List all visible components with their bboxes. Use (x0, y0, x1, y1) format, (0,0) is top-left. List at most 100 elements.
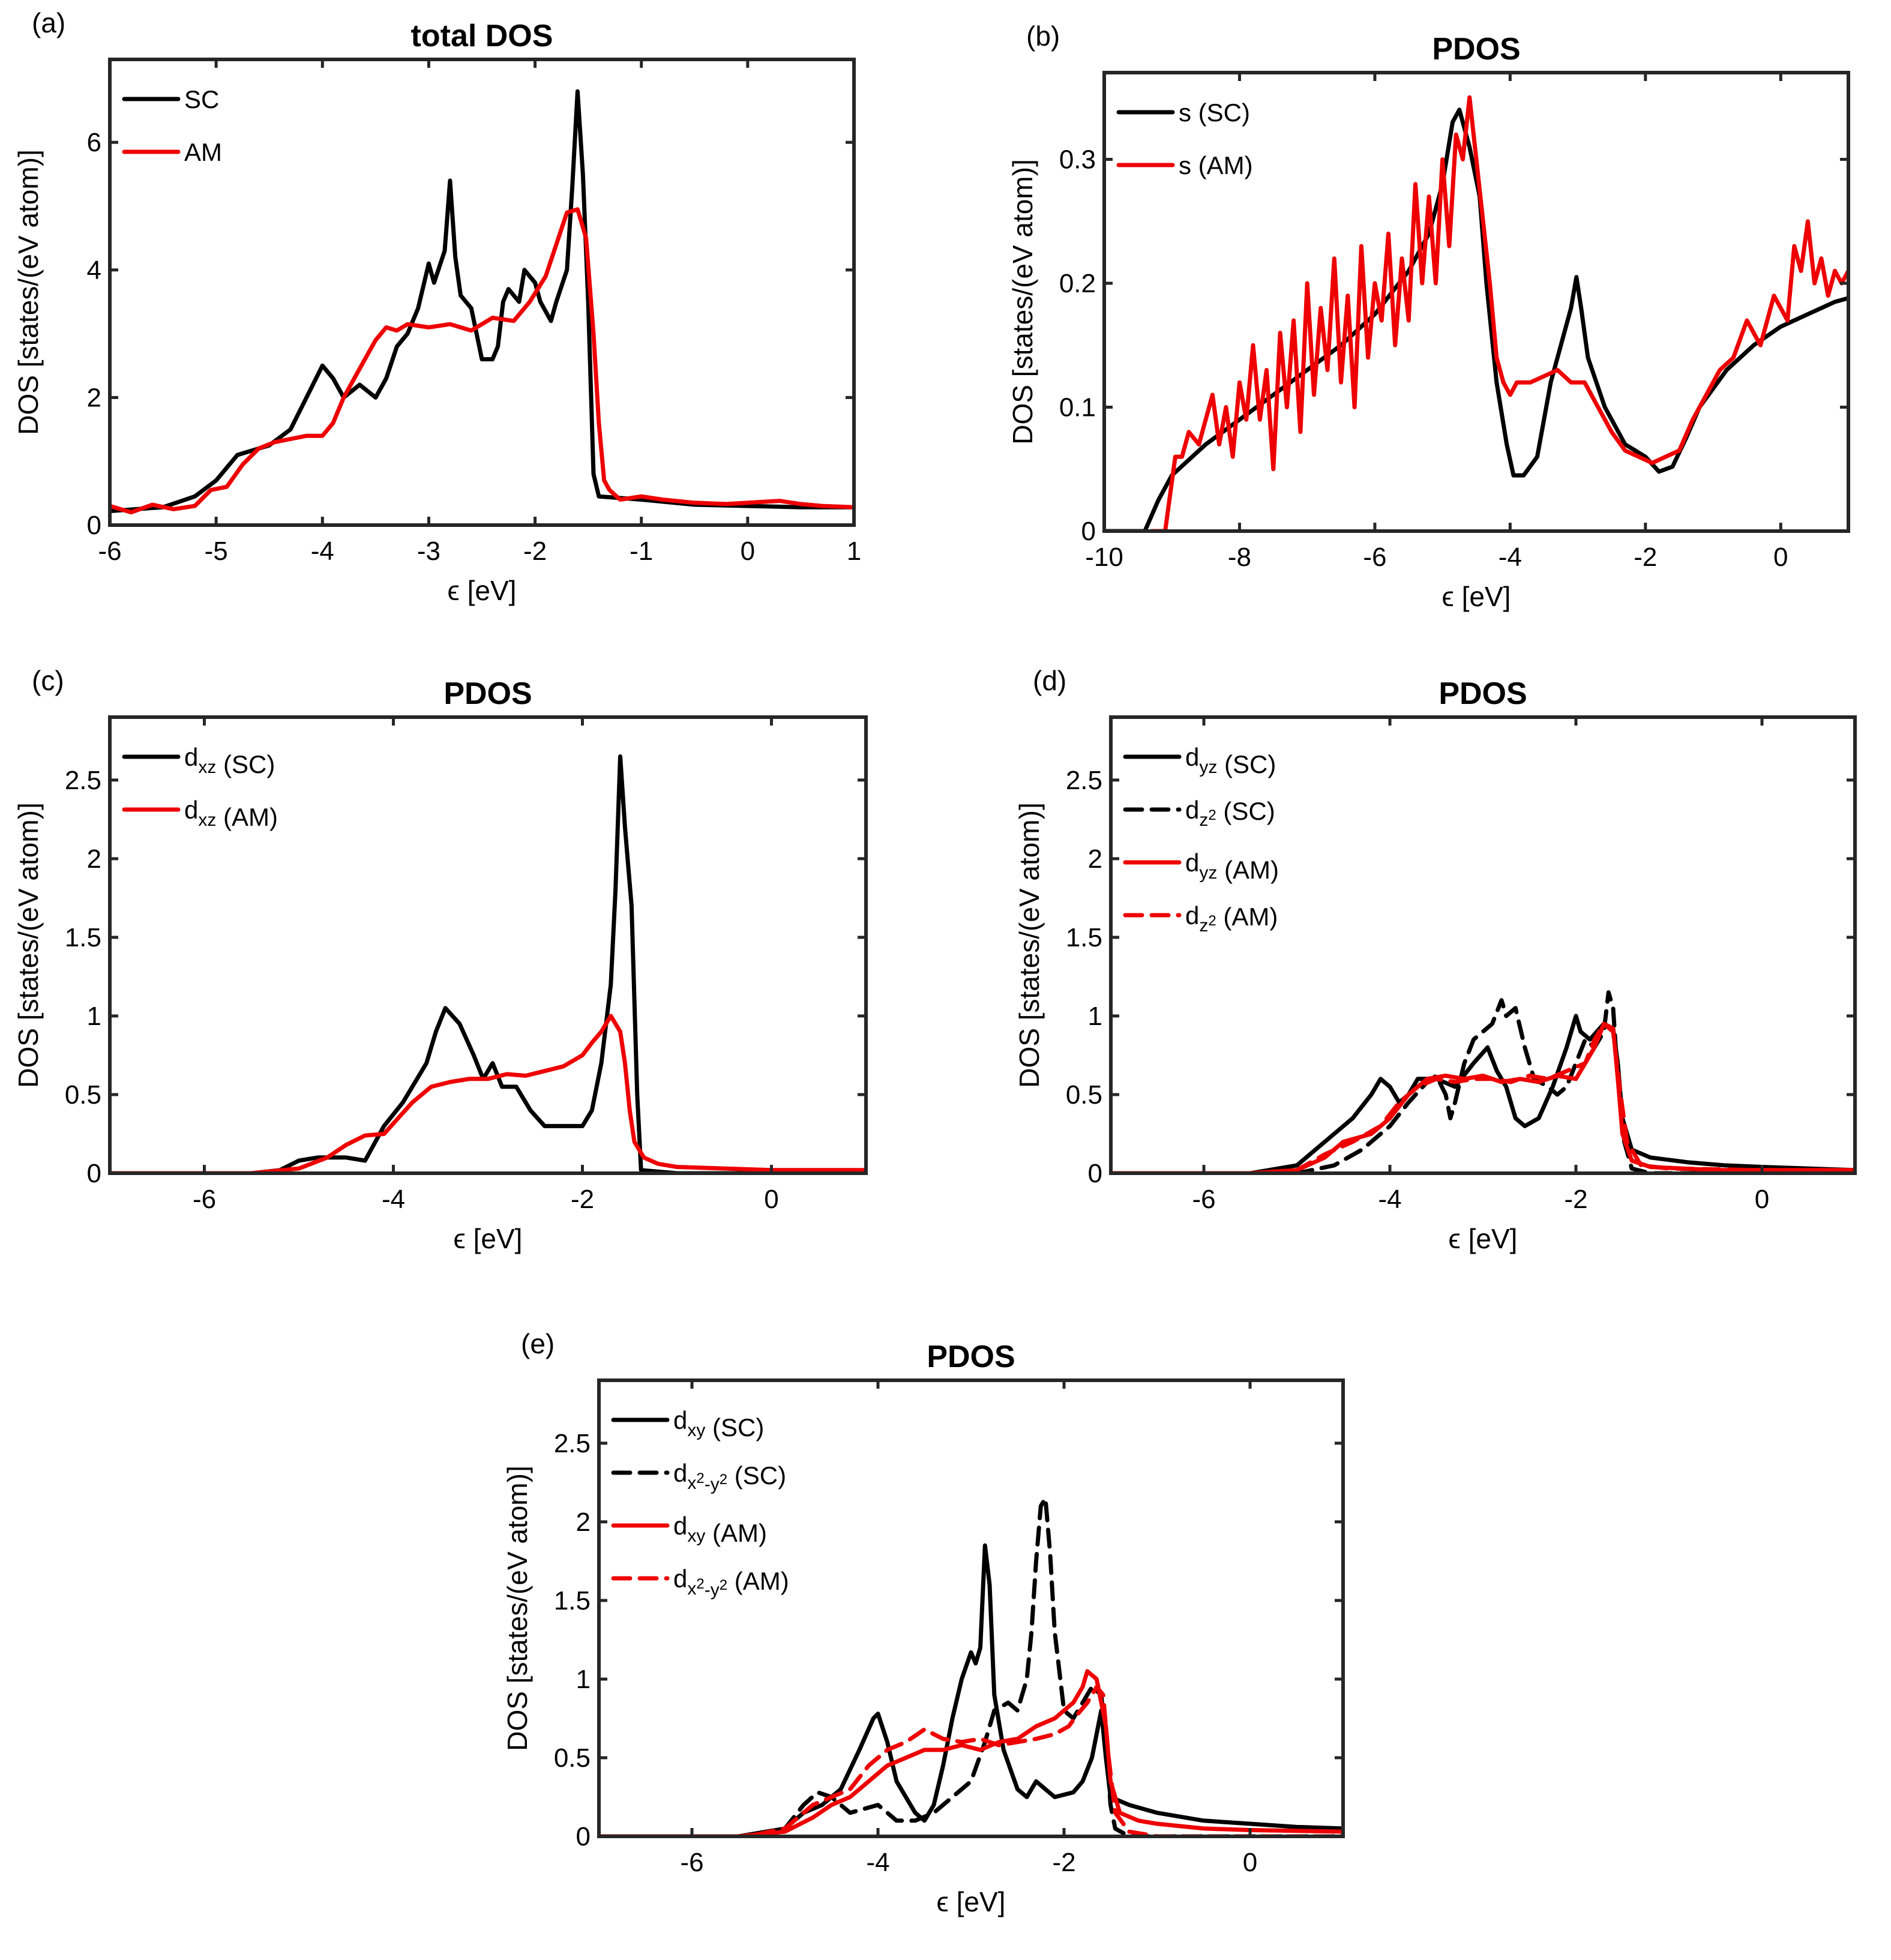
series-line-2 (1111, 1021, 1855, 1173)
axes-box (108, 715, 868, 1175)
series-line-1 (599, 1496, 1343, 1836)
x-tick-label: -8 (1228, 543, 1251, 572)
panel-label: (e) (521, 1328, 555, 1359)
chart-title: total DOS (411, 19, 553, 53)
panel-e: (e) PDOS -6 -4 -2 0 0 0.5 1 1.5 2 2.5 ϵ [eV] DOS [sta… (502, 1328, 1345, 1917)
panel-label: (a) (32, 7, 65, 38)
y-tick-label: 2.5 (65, 766, 101, 795)
x-tick-label: -3 (417, 537, 440, 566)
legend-entry: dz2 (AM) (1185, 901, 1278, 936)
y-tick-label: 1.5 (1066, 923, 1102, 952)
y-tick-label: 1 (87, 1002, 101, 1031)
y-tick-label: 0.3 (1059, 145, 1096, 175)
legend: SC AM (122, 85, 222, 166)
x-axis-label: ϵ [eV] (454, 1223, 523, 1254)
x-tick-label: -1 (630, 537, 653, 566)
x-tick-label: 0 (741, 537, 755, 566)
axes-box (1102, 71, 1850, 533)
y-tick-label: 6 (87, 128, 101, 157)
x-tick-label: -6 (1192, 1185, 1215, 1214)
chart-title: PDOS (1439, 676, 1527, 711)
panel-label: (d) (1033, 665, 1066, 696)
series-group (110, 89, 854, 515)
series-line-1 (1149, 95, 1848, 531)
x-tick-label: -6 (1363, 543, 1386, 572)
x-axis-label: ϵ [eV] (1449, 1223, 1518, 1254)
y-tick-label: 4 (87, 256, 101, 285)
x-tick-label: -10 (1085, 543, 1123, 572)
legend-entry: SC (184, 85, 219, 113)
legend-entry: s (AM) (1179, 151, 1253, 179)
series-group (599, 1496, 1343, 1836)
y-axis-label: DOS [states/(eV atom)] (1007, 159, 1038, 444)
series-line-1 (110, 1014, 866, 1173)
y-tick-label: 1 (1088, 1002, 1102, 1031)
series-line-1 (1111, 990, 1855, 1173)
legend-entry: dxz (AM) (184, 796, 278, 831)
series-line-3 (599, 1685, 1343, 1836)
axes-box (1109, 715, 1857, 1175)
series-line-2 (599, 1669, 1343, 1836)
x-axis-label: ϵ [eV] (937, 1886, 1006, 1917)
legend: dxy (SC) dx2-y2 (SC) dxy (AM) dx2-y2 (AM) (611, 1406, 789, 1600)
y-tick-label: 0.2 (1059, 269, 1096, 298)
legend-entry: dx2-y2 (SC) (673, 1459, 786, 1494)
y-tick-label: 0 (1088, 1159, 1102, 1188)
y-tick-label: 0.1 (1059, 393, 1096, 422)
x-tick-label: -2 (1052, 1848, 1075, 1877)
chart-title: PDOS (443, 676, 532, 711)
x-tick-label: -2 (1564, 1185, 1587, 1214)
y-tick-label: 2 (87, 383, 101, 412)
y-axis-label: DOS [states/(eV atom)] (502, 1465, 533, 1751)
x-tick-label: -5 (205, 537, 228, 566)
y-tick-label: 0.5 (1066, 1080, 1102, 1110)
legend-entry: dx2-y2 (AM) (673, 1565, 789, 1600)
x-tick-label: -6 (98, 537, 121, 566)
x-tick-label: -4 (866, 1848, 889, 1877)
x-tick-label: 0 (1773, 543, 1788, 572)
x-tick-label: -2 (523, 537, 547, 566)
y-axis-label: DOS [states/(eV atom)] (1014, 802, 1045, 1087)
legend-entry: dxy (AM) (673, 1512, 767, 1547)
legend: s (SC) s (AM) (1116, 98, 1253, 179)
y-tick-label: 2 (1088, 844, 1102, 874)
series-group (110, 754, 866, 1173)
series-line-0 (1111, 1014, 1855, 1173)
legend-entry: dz2 (SC) (1185, 796, 1275, 830)
x-axis-label: ϵ [eV] (1442, 581, 1511, 612)
y-tick-label: 0.5 (554, 1743, 591, 1773)
series-line-0 (110, 89, 854, 514)
y-tick-label: 0 (87, 1159, 101, 1188)
panel-label: (c) (32, 665, 64, 696)
legend-entry: s (SC) (1179, 98, 1250, 127)
y-tick-label: 1 (576, 1665, 591, 1694)
x-tick-label: -2 (571, 1185, 594, 1214)
x-tick-label: 0 (1755, 1185, 1769, 1214)
x-tick-label: -4 (1499, 543, 1522, 572)
x-tick-label: 0 (764, 1185, 778, 1214)
chart-title: PDOS (927, 1339, 1015, 1374)
series-line-1 (110, 207, 854, 515)
series-group (1111, 990, 1855, 1173)
legend-entry: dxy (SC) (673, 1406, 764, 1441)
y-tick-label: 0 (576, 1822, 591, 1851)
x-tick-label: 0 (1243, 1848, 1257, 1877)
y-axis-label: DOS [states/(eV atom)] (13, 802, 44, 1087)
y-tick-label: 0 (1081, 517, 1096, 546)
series-line-3 (1111, 1021, 1855, 1173)
x-tick-label: -4 (1378, 1185, 1401, 1214)
legend: dyz (SC) dz2 (SC) dyz (AM) dz2 (AM) (1123, 743, 1279, 936)
panel-b: (b) PDOS -10 -8 -6 -4 -2 0 0 0.1 0.2 0.3 ϵ [eV] DOS [… (1007, 20, 1850, 612)
legend-entry: dyz (SC) (1185, 743, 1276, 778)
y-tick-label: 0 (87, 511, 101, 540)
series-group (1104, 95, 1848, 531)
axes-box (108, 58, 856, 527)
panel-c: (c) PDOS -6 -4 -2 0 0 0.5 1 1.5 2 2.5 ϵ [eV] DOS [sta… (13, 665, 868, 1254)
panel-d: (d) PDOS -6 -4 -2 0 0 0.5 1 1.5 2 2.5 ϵ [eV] DOS [sta… (1014, 665, 1857, 1254)
y-tick-label: 2 (576, 1508, 591, 1537)
panel-label: (b) (1026, 20, 1060, 52)
legend-entry: dyz (AM) (1185, 849, 1279, 884)
y-tick-label: 2 (87, 844, 101, 874)
x-axis-label: ϵ [eV] (448, 575, 517, 606)
